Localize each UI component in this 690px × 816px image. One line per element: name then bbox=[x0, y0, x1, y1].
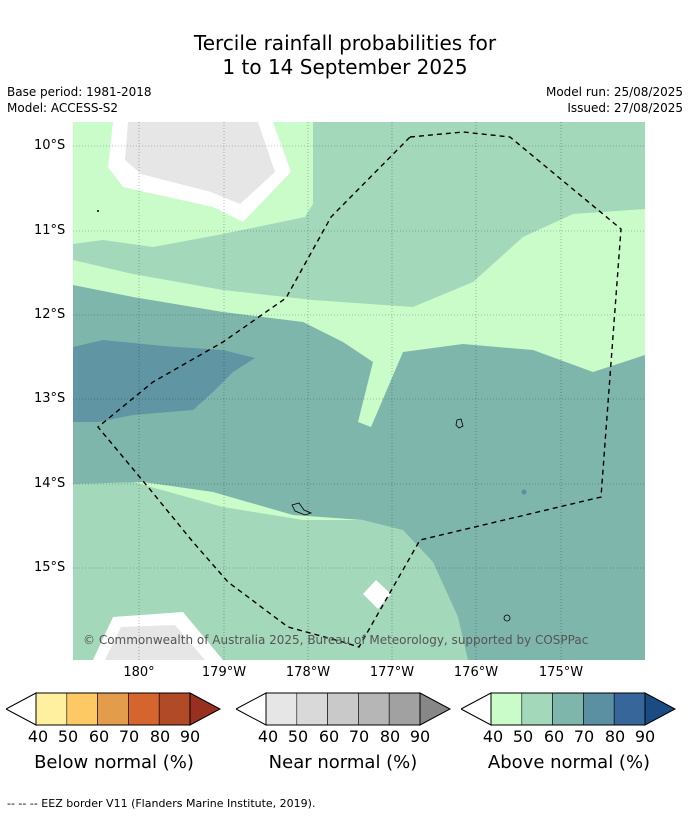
lat-label: 12°S bbox=[34, 307, 66, 322]
colorbar-tick: 50 bbox=[57, 727, 79, 746]
above-normal-title: Above normal (%) bbox=[487, 752, 651, 773]
colorbar-tick: 90 bbox=[409, 727, 431, 746]
colorbar-swatch bbox=[327, 692, 359, 726]
colorbar-swatch bbox=[358, 692, 390, 726]
colorbar-swatch bbox=[613, 692, 646, 726]
lat-label: 11°S bbox=[34, 223, 66, 238]
issued-label: Issued: 27/08/2025 bbox=[567, 101, 683, 115]
lon-label: 177°W bbox=[369, 665, 415, 680]
colorbar-tick: 90 bbox=[179, 727, 201, 746]
lon-label: 178°W bbox=[285, 665, 331, 680]
lon-label: 180° bbox=[123, 665, 155, 680]
island-dot-west bbox=[97, 210, 99, 212]
above-normal-50-region-north bbox=[73, 122, 645, 307]
colorbar-tick: 50 bbox=[512, 727, 534, 746]
colorbar-swatch bbox=[552, 692, 584, 726]
island-small-east bbox=[521, 489, 527, 495]
colorbar-swatch bbox=[583, 692, 615, 726]
colorbar-tick: 90 bbox=[634, 727, 656, 746]
colorbar-tick: 80 bbox=[149, 727, 171, 746]
colorbar-tick: 80 bbox=[604, 727, 626, 746]
near-normal-region-north-inner bbox=[125, 122, 275, 204]
island-south-west bbox=[291, 502, 313, 516]
colorbar-swatch bbox=[265, 692, 298, 726]
near-normal-colorbar bbox=[236, 692, 452, 726]
colorbar-swatch bbox=[521, 692, 553, 726]
probability-map bbox=[73, 122, 645, 660]
eez-border bbox=[97, 131, 622, 648]
map-panel[interactable]: © Commonwealth of Australia 2025, Bureau… bbox=[73, 122, 645, 660]
colorbar-tick: 40 bbox=[482, 727, 504, 746]
island-east bbox=[455, 418, 464, 429]
colorbar-tick: 40 bbox=[27, 727, 49, 746]
white-patch-south bbox=[363, 580, 391, 609]
gridlines bbox=[73, 122, 645, 660]
lat-label: 10°S bbox=[34, 138, 66, 153]
below-normal-title: Below normal (%) bbox=[34, 752, 194, 773]
near-normal-title: Near normal (%) bbox=[268, 752, 418, 773]
map-title-line1: Tercile rainfall probabilities for bbox=[193, 31, 497, 55]
colorbar-swatch bbox=[388, 692, 421, 726]
colorbar-tick: 70 bbox=[118, 727, 140, 746]
colorbar-swatch bbox=[97, 692, 129, 726]
model-run-label: Model run: 25/08/2025 bbox=[545, 85, 683, 99]
colorbar-tick: 50 bbox=[287, 727, 309, 746]
colorbar-swatch bbox=[296, 692, 328, 726]
colorbar-tick: 60 bbox=[543, 727, 565, 746]
colorbar-tick: 80 bbox=[379, 727, 401, 746]
colorbar-tick: 70 bbox=[573, 727, 595, 746]
model-label: Model: ACCESS-S2 bbox=[7, 101, 119, 115]
lon-label: 179°W bbox=[201, 665, 247, 680]
colorbar-swatch bbox=[35, 692, 68, 726]
lon-label: 175°W bbox=[538, 665, 584, 680]
copyright-text: © Commonwealth of Australia 2025, Bureau… bbox=[83, 633, 589, 647]
map-title-line2: 1 to 14 September 2025 bbox=[222, 55, 468, 79]
above-normal-colorbar bbox=[461, 692, 677, 726]
eez-footnote: -- -- -- EEZ border V11 (Flanders Marine… bbox=[7, 797, 316, 810]
colorbar-tick: 60 bbox=[318, 727, 340, 746]
colorbar-tick: 60 bbox=[88, 727, 110, 746]
base-period-label: Base period: 1981-2018 bbox=[7, 85, 152, 99]
near-normal-region-south-inner bbox=[105, 625, 205, 660]
colorbar-tick: 70 bbox=[348, 727, 370, 746]
colorbar-swatch bbox=[490, 692, 523, 726]
colorbar-swatch bbox=[66, 692, 98, 726]
lat-label: 13°S bbox=[34, 391, 66, 406]
below-normal-colorbar bbox=[6, 692, 222, 726]
lat-label: 15°S bbox=[34, 560, 66, 575]
lat-label: 14°S bbox=[34, 476, 66, 491]
colorbar-swatch bbox=[158, 692, 191, 726]
above-normal-70-region bbox=[73, 340, 255, 422]
colorbar-tick: 40 bbox=[257, 727, 279, 746]
island-small-south bbox=[503, 614, 511, 622]
colorbar-swatch bbox=[128, 692, 160, 726]
lon-label: 176°W bbox=[453, 665, 499, 680]
